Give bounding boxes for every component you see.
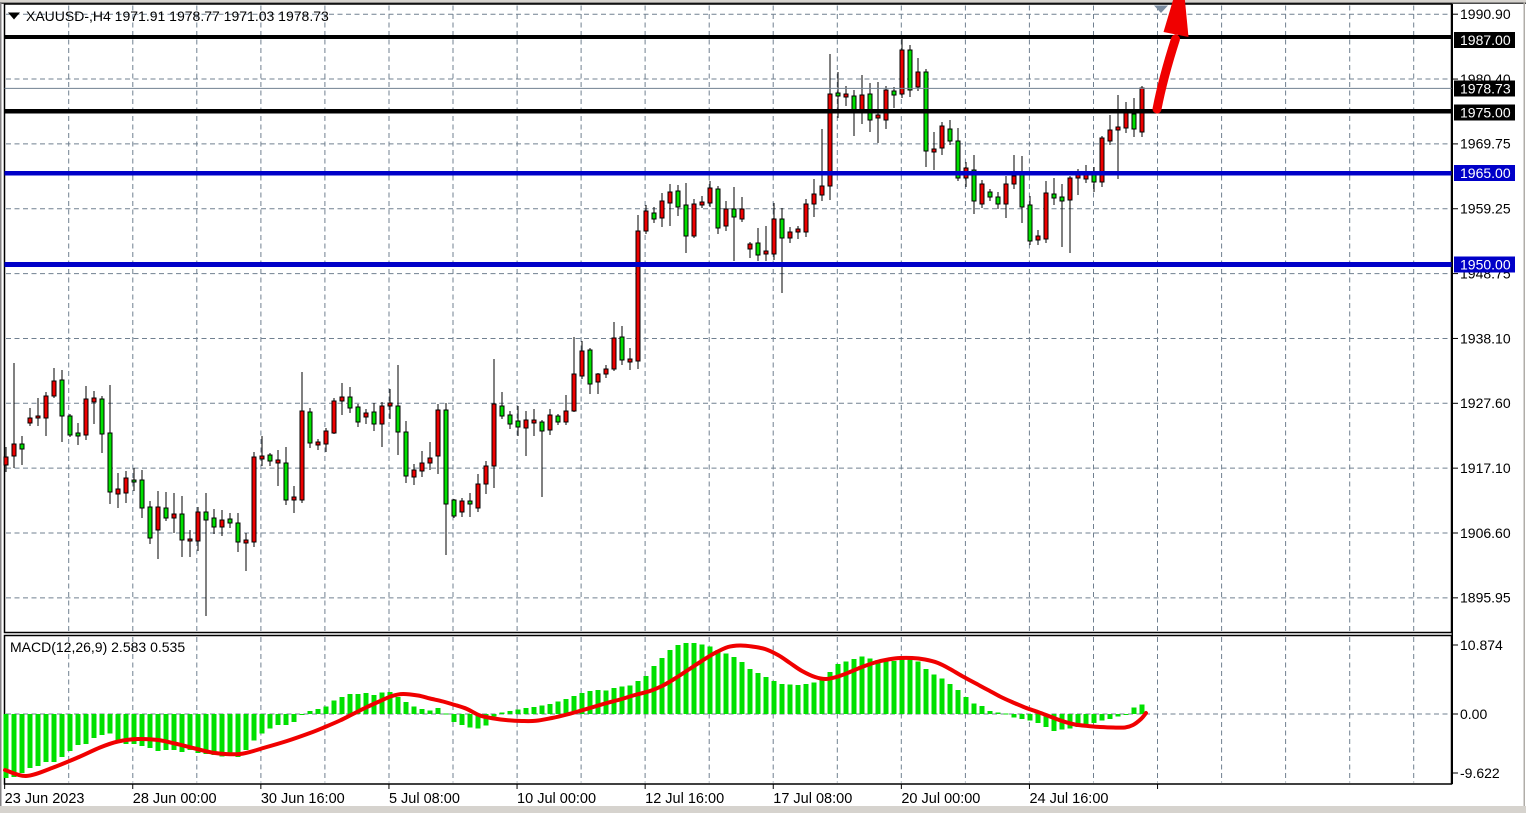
svg-text:17 Jul 08:00: 17 Jul 08:00 xyxy=(773,791,852,807)
svg-text:24 Jul 16:00: 24 Jul 16:00 xyxy=(1029,791,1108,807)
svg-text:1965.00: 1965.00 xyxy=(1460,165,1511,181)
svg-text:20 Jul 00:00: 20 Jul 00:00 xyxy=(901,791,980,807)
svg-text:1969.75: 1969.75 xyxy=(1460,136,1511,152)
svg-text:10 Jul 00:00: 10 Jul 00:00 xyxy=(517,791,596,807)
svg-text:10.874: 10.874 xyxy=(1460,637,1503,653)
svg-text:0.00: 0.00 xyxy=(1460,706,1487,722)
svg-text:1906.60: 1906.60 xyxy=(1460,525,1511,541)
svg-text:MACD(12,26,9) 2.583 0.535: MACD(12,26,9) 2.583 0.535 xyxy=(10,639,185,655)
svg-text:1959.25: 1959.25 xyxy=(1460,201,1511,217)
svg-text:1917.10: 1917.10 xyxy=(1460,460,1511,476)
svg-text:1978.73: 1978.73 xyxy=(1460,80,1511,96)
svg-text:30 Jun 16:00: 30 Jun 16:00 xyxy=(261,791,345,807)
svg-text:5 Jul 08:00: 5 Jul 08:00 xyxy=(389,791,460,807)
svg-text:1975.00: 1975.00 xyxy=(1460,104,1511,120)
svg-text:-9.622: -9.622 xyxy=(1460,765,1500,781)
svg-text:1938.10: 1938.10 xyxy=(1460,330,1511,346)
svg-text:1895.95: 1895.95 xyxy=(1460,590,1511,606)
svg-text:28 Jun 00:00: 28 Jun 00:00 xyxy=(133,791,217,807)
svg-text:1950.00: 1950.00 xyxy=(1460,256,1511,272)
svg-text:12 Jul 16:00: 12 Jul 16:00 xyxy=(645,791,724,807)
svg-text:1987.00: 1987.00 xyxy=(1460,32,1511,48)
svg-text:1990.90: 1990.90 xyxy=(1460,6,1511,22)
svg-text:23 Jun 2023: 23 Jun 2023 xyxy=(5,791,85,807)
svg-text:XAUUSD-,H4 1971.91 1978.77 19: XAUUSD-,H4 1971.91 1978.77 1971.03 1978.… xyxy=(26,8,329,24)
svg-text:1927.60: 1927.60 xyxy=(1460,395,1511,411)
